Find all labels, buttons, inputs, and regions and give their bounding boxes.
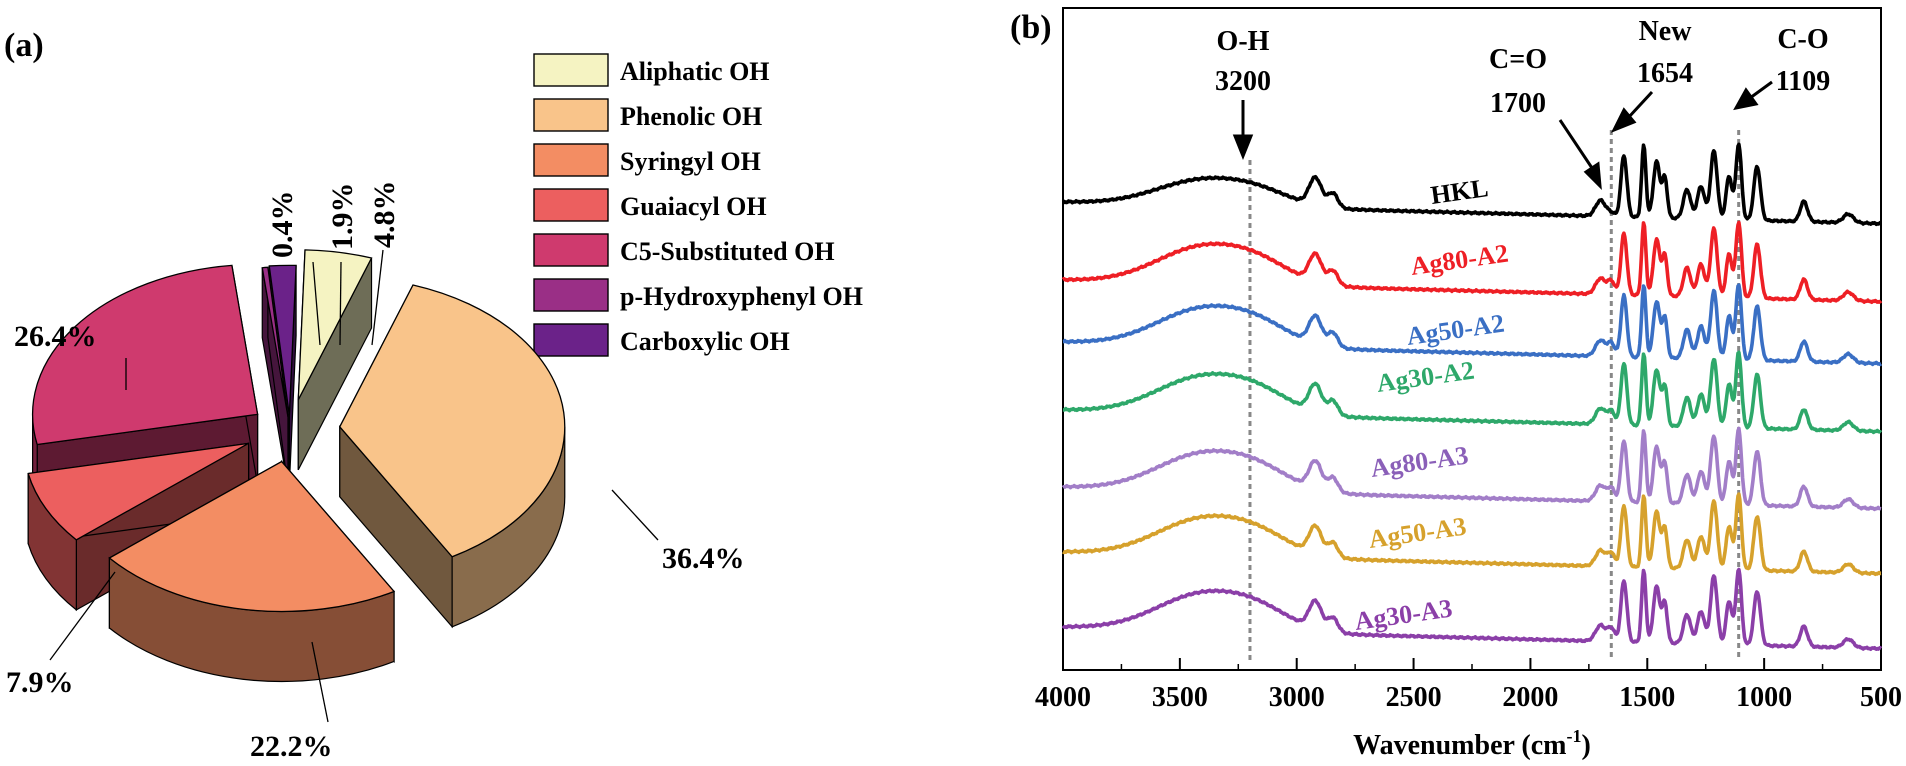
arrow-co-double [1558,119,1594,169]
arrow-co-single [1749,80,1773,100]
pie-value-labels: 4.8% 36.4% 22.2% 7.9% 26.4% 0.4% 1.9% [6,181,745,764]
pie-label-phenolic: 36.4% [662,542,745,575]
arrow-new [1626,90,1654,120]
legend-swatch-phydroxyphenyl [533,278,609,312]
annotation-arrows [1232,80,1773,190]
annotation-co-single-line1: C-O [1777,24,1828,55]
peak-annotations: O-H 3200 C=O 1700 New 1654 C-O 1109 [1215,16,1830,190]
x-tick-label-2000: 2000 [1502,682,1558,713]
x-tick-label-3000: 3000 [1269,682,1325,713]
pie-slice-top-c5-substituted-oh [31,264,259,446]
annotation-new-line2: 1654 [1637,58,1693,89]
spectrum-ag50-a3 [1062,492,1882,577]
leader-phydroxyphenyl [312,261,321,346]
spectrum-ag30-a3 [1061,567,1883,651]
pie-slice-top-p-hydroxyphenyl-oh [261,266,289,417]
x-tick-label-1500: 1500 [1619,682,1675,713]
spectrum-ag50-a2 [1062,283,1883,367]
legend-label-syringyl: Syringyl OH [620,147,761,176]
x-tick-label-500: 500 [1860,682,1902,713]
annotation-co-single-line2: 1109 [1776,66,1830,97]
spectra [1061,142,1883,651]
pie-label-syringyl: 22.2% [250,730,333,763]
arrow-co-double-head [1583,161,1602,190]
spectrum-ag80-a2 [1061,220,1883,305]
leader-syringyl [311,641,329,723]
pie-slice-top-phenolic-oh [338,284,566,558]
pie-label-guaiacyl: 7.9% [6,666,74,699]
series-labels: HKL Ag80-A2 Ag50-A2 Ag30-A2 Ag80-A3 Ag50… [1353,173,1510,636]
leader-carboxylic [339,261,342,346]
x-tick-label-1000: 1000 [1736,682,1792,713]
legend-swatch-aliphatic [533,53,609,87]
legend-swatch-carboxylic [533,323,609,357]
legend-swatch-guaiacyl [533,188,609,222]
annotation-oh-line2: 3200 [1215,66,1271,97]
series-label-ag50-a3: Ag50-A3 [1367,512,1468,554]
pie-leader-lines [49,249,659,723]
arrow-co-single-head [1733,87,1759,111]
legend-swatch-c5 [533,233,609,267]
legend-label-carboxylic: Carboxylic OH [620,327,790,356]
pie-slice-top-syringyl-oh [108,460,396,613]
x-tick-label-4000: 4000 [1035,682,1091,713]
legend-swatch-syringyl [533,143,609,177]
series-label-hkl: HKL [1429,173,1490,210]
legend-label-phydroxyphenyl: p-Hydroxyphenyl OH [620,282,863,311]
panel-label-b: (b) [1010,9,1052,46]
pie-slice-p-hydroxyphenyl-oh [261,266,289,487]
legend-label-guaiacyl: Guaiacyl OH [620,192,767,221]
annotation-oh-line1: O-H [1217,26,1270,57]
pie-label-aliphatic: 4.8% [368,181,401,249]
x-axis-ticks: 4000 3500 3000 2500 2000 1500 1000 500 [1035,658,1902,713]
pie-slice-syringyl-oh [108,459,396,683]
arrow-new-head [1610,107,1637,133]
leader-guaiacyl [49,571,116,661]
pie-slice-phenolic-oh [338,284,566,629]
pie-label-phydroxyphenyl: 0.4% [266,191,299,259]
series-label-ag30-a2: Ag30-A2 [1375,356,1476,398]
pie-slice-top-guaiacyl-oh [27,442,249,541]
legend-swatch-phenolic [533,98,609,132]
pie-label-carboxylic: 1.9% [326,183,359,251]
legend-label-phenolic: Phenolic OH [620,102,762,131]
pie-slice-top-aliphatic-oh [297,249,373,401]
leader-phenolic [611,489,659,541]
series-label-ag80-a2: Ag80-A2 [1409,239,1510,281]
spectrum-hkl [1062,142,1883,227]
x-tick-label-2500: 2500 [1386,682,1442,713]
annotation-new-line1: New [1639,16,1693,47]
spectrum-ag80-a3 [1061,426,1882,512]
series-label-ag30-a3: Ag30-A3 [1353,594,1454,636]
leader-aliphatic [371,249,384,346]
x-tick-label-3500: 3500 [1152,682,1208,713]
series-label-ag80-a3: Ag80-A3 [1369,441,1470,483]
annotation-co-double-line1: C=O [1489,44,1547,75]
pie-slice-top-carboxylic-oh [268,264,297,416]
pie-slice-aliphatic-oh [297,249,373,471]
arrow-oh-head [1232,134,1254,161]
legend-label-aliphatic: Aliphatic OH [620,57,770,86]
pie-panel: (a) Aliphatic OH Phenolic OH Syringyl OH… [4,27,863,763]
pie-chart [27,249,566,683]
ftir-panel: (b) 4000 3500 3000 2500 2000 1500 1000 500 Wave… [1010,7,1902,761]
series-label-ag50-a2: Ag50-A2 [1405,309,1506,351]
x-axis-label: Wavenumber (cm-1) [1353,726,1591,761]
pie-legend: Aliphatic OH Phenolic OH Syringyl OH Gua… [533,53,863,357]
legend-label-c5: C5-Substituted OH [620,237,835,266]
panel-label-a: (a) [4,27,44,64]
annotation-co-double-line2: 1700 [1490,88,1546,119]
spectrum-ag30-a2 [1062,350,1883,435]
pie-label-c5: 26.4% [14,320,97,353]
